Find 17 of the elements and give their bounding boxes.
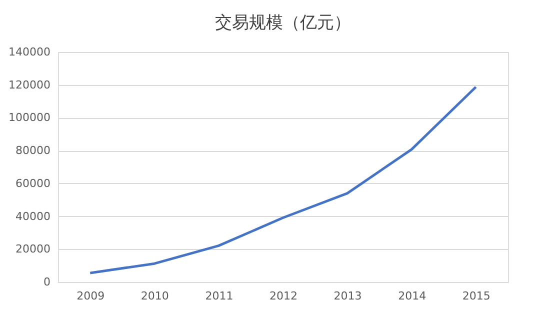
chart-title: 交易规模（亿元） [215,13,351,33]
y-tick-label: 120000 [8,78,50,92]
x-tick-label: 2014 [398,290,426,302]
x-tick-label: 2011 [205,290,234,302]
x-tick-label: 2013 [334,290,362,302]
x-tick-label: 2010 [140,290,169,302]
y-tick-label: 0 [44,276,50,288]
y-tick-label: 20000 [16,242,50,256]
y-tick-label: 40000 [16,210,50,223]
line-series [88,86,478,274]
x-tick-label: 2009 [76,290,105,302]
x-tick-label: 2012 [270,290,298,302]
x-tick-label: 2015 [462,290,490,302]
y-tick-label: 100000 [8,111,50,124]
y-tick-label: 140000 [8,46,50,58]
y-tick-label: 80000 [16,144,50,158]
y-tick-label: 60000 [16,176,50,190]
